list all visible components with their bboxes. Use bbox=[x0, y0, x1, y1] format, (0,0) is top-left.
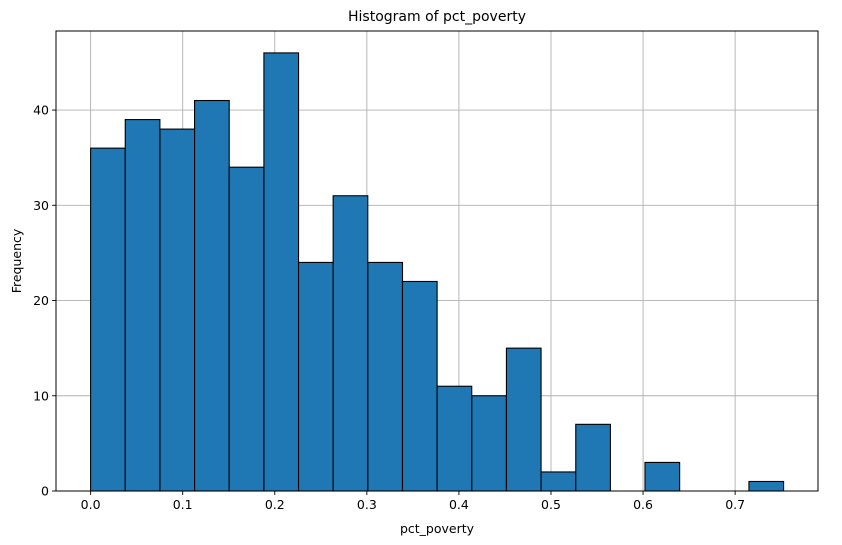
histogram-bar-10 bbox=[436, 385, 473, 492]
plot-frame bbox=[55, 30, 819, 492]
histogram-bar-12 bbox=[505, 347, 542, 492]
histogram-bar-2 bbox=[159, 128, 196, 492]
x-tick-label-3: 0.3 bbox=[357, 497, 377, 512]
histogram-bar-4 bbox=[228, 166, 265, 492]
histogram-bar-8 bbox=[367, 261, 404, 492]
y-tick-label-4: 40 bbox=[33, 103, 49, 118]
histogram-bar-14 bbox=[575, 423, 611, 492]
histogram-bar-13 bbox=[540, 471, 577, 492]
x-tick-label-0: 0.0 bbox=[81, 497, 101, 512]
x-tick-label-5: 0.5 bbox=[541, 497, 561, 512]
x-tick-label-7: 0.7 bbox=[725, 497, 745, 512]
histogram-bar-6 bbox=[297, 261, 334, 492]
x-tick-label-4: 0.4 bbox=[449, 497, 469, 512]
y-tick-label-3: 30 bbox=[33, 198, 49, 213]
histogram-bar-11 bbox=[471, 395, 508, 492]
x-tick-label-6: 0.6 bbox=[633, 497, 653, 512]
histogram-bars bbox=[90, 52, 785, 492]
y-tick-label-0: 0 bbox=[41, 484, 49, 499]
y-tick-label-1: 10 bbox=[33, 388, 49, 403]
x-tick-label-2: 0.2 bbox=[265, 497, 285, 512]
histogram-bar-7 bbox=[332, 195, 369, 492]
y-axis-ticks: 0 10 20 30 40 bbox=[33, 103, 56, 499]
histogram-bar-19 bbox=[748, 480, 785, 492]
x-axis-title: pct_poverty bbox=[400, 521, 475, 536]
y-tick-label-2: 20 bbox=[33, 293, 49, 308]
histogram-bar-3 bbox=[194, 99, 230, 492]
x-tick-label-1: 0.1 bbox=[173, 497, 193, 512]
chart-title: Histogram of pct_poverty bbox=[348, 9, 526, 25]
histogram-bar-0 bbox=[90, 147, 126, 492]
x-axis-ticks: 0.0 0.1 0.2 0.3 0.4 0.5 0.6 0.7 bbox=[81, 491, 745, 512]
y-axis-title: Frequency bbox=[9, 228, 24, 293]
histogram-bar-9 bbox=[401, 280, 438, 492]
histogram-bar-16 bbox=[644, 461, 681, 492]
histogram-bar-5 bbox=[263, 52, 300, 492]
histogram-bar-1 bbox=[124, 119, 161, 492]
